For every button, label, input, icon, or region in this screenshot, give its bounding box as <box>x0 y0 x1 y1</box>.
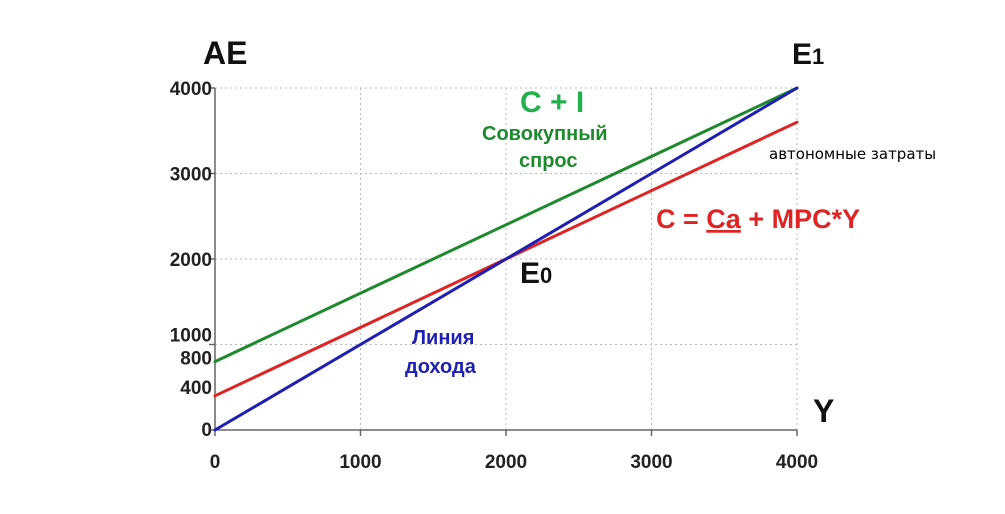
x-tick-label: 3000 <box>630 452 672 473</box>
equation-ca: Ca <box>706 204 741 234</box>
point-e1-label: E1 <box>792 38 824 71</box>
x-axis-title: Y <box>813 393 834 429</box>
y-tick-label: 3000 <box>170 165 212 186</box>
aggregate-demand-line <box>213 86 799 364</box>
y-tick-label: 800 <box>180 349 212 370</box>
e0-main: E <box>520 257 540 290</box>
y-tick-label: 400 <box>180 378 212 399</box>
y-axis-title: AE <box>203 35 247 71</box>
x-ticks: 0 1000 2000 3000 4000 <box>210 452 818 473</box>
ci-subtitle-line1: Совокупный <box>482 123 608 145</box>
x-tick-label: 4000 <box>776 452 818 473</box>
income-line-label-2: дохода <box>405 356 477 378</box>
income-line-label-1: Линия <box>412 327 474 349</box>
y-tick-label: 2000 <box>170 250 212 271</box>
e0-subscript: 0 <box>540 263 552 288</box>
x-tick-label: 0 <box>210 452 221 473</box>
autonomous-spending-note: автономные затраты <box>769 145 936 163</box>
x-tick-label: 1000 <box>339 452 381 473</box>
ci-subtitle-line2: спрос <box>519 150 578 172</box>
x-tick-label: 2000 <box>485 452 527 473</box>
y-tick-label: 1000 <box>170 326 212 347</box>
e1-subscript: 1 <box>812 44 824 69</box>
series <box>213 86 799 432</box>
equation-suffix: + MPC*Y <box>741 204 860 234</box>
ci-title-label: C + I <box>520 86 584 119</box>
e1-main: E <box>792 38 812 71</box>
axes <box>209 87 798 436</box>
income-line <box>213 86 799 432</box>
equation-prefix: C = <box>656 204 706 234</box>
y-tick-label: 0 <box>201 420 212 441</box>
point-e0-label: E0 <box>520 257 552 290</box>
y-tick-label: 4000 <box>170 79 212 100</box>
consumption-equation: C = Ca + MPC*Y <box>656 204 860 234</box>
